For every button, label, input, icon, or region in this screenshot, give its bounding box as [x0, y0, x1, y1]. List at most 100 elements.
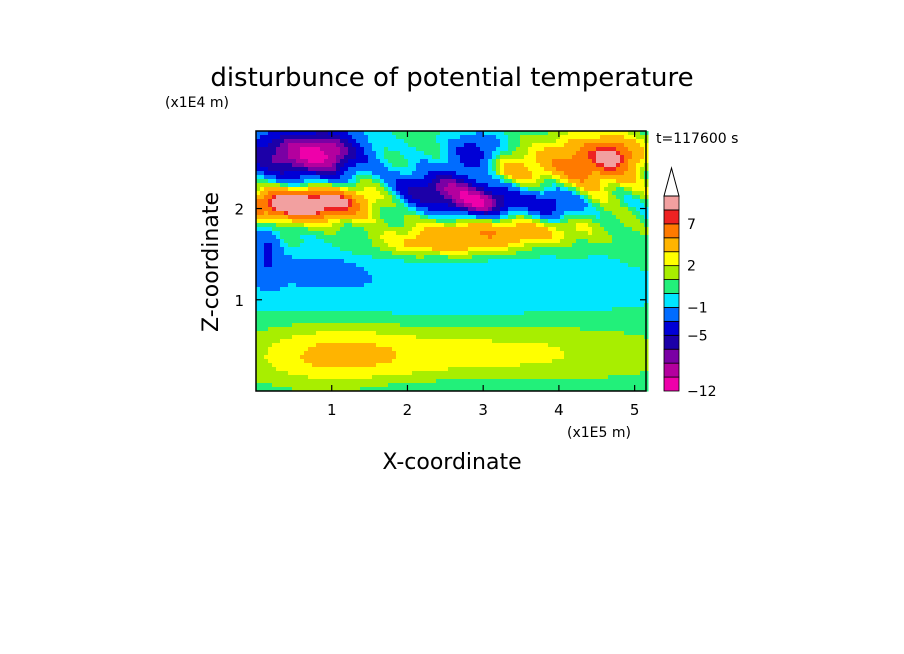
field-cell [536, 131, 541, 136]
field-cell [300, 327, 305, 332]
field-cell [620, 203, 625, 208]
field-cell [516, 183, 521, 188]
field-cell [348, 179, 353, 184]
field-cell [528, 151, 533, 156]
field-cell [600, 259, 605, 264]
field-cell [436, 147, 441, 152]
field-cell [356, 239, 361, 244]
field-cell [312, 247, 317, 252]
field-cell [452, 179, 457, 184]
field-cell [564, 151, 569, 156]
field-cell [368, 203, 373, 208]
field-cell [404, 323, 409, 328]
field-cell [548, 187, 553, 192]
field-cell [316, 183, 321, 188]
field-cell [400, 151, 405, 156]
field-cell [280, 299, 285, 304]
field-cell [508, 171, 513, 176]
field-cell [256, 239, 261, 244]
field-cell [396, 291, 401, 296]
field-cell [560, 155, 565, 160]
field-cell [484, 231, 489, 236]
field-cell [488, 327, 493, 332]
field-cell [416, 283, 421, 288]
field-cell [536, 231, 541, 236]
field-cell [416, 275, 421, 280]
field-cell [608, 331, 613, 336]
field-cell [344, 155, 349, 160]
field-cell [276, 247, 281, 252]
field-cell [448, 251, 453, 256]
field-cell [500, 315, 505, 320]
field-cell [604, 195, 609, 200]
field-cell [480, 295, 485, 300]
field-cell [308, 211, 313, 216]
field-cell [596, 243, 601, 248]
field-cell [364, 259, 369, 264]
field-cell [588, 291, 593, 296]
field-cell [600, 267, 605, 272]
field-cell [572, 267, 577, 272]
field-cell [392, 147, 397, 152]
field-cell [256, 167, 261, 172]
field-cell [376, 331, 381, 336]
field-cell [540, 155, 545, 160]
field-cell [364, 251, 369, 256]
field-cell [268, 155, 273, 160]
field-cell [612, 239, 617, 244]
field-cell [380, 267, 385, 272]
field-cell [392, 215, 397, 220]
field-cell [532, 219, 537, 224]
field-cell [408, 227, 413, 232]
field-cell [300, 311, 305, 316]
field-cell [280, 239, 285, 244]
field-cell [320, 283, 325, 288]
field-cell [268, 303, 273, 308]
field-cell [588, 215, 593, 220]
field-cell [596, 267, 601, 272]
field-cell [268, 135, 273, 140]
field-cell [544, 323, 549, 328]
field-cell [280, 271, 285, 276]
field-cell [396, 211, 401, 216]
field-cell [292, 315, 297, 320]
field-cell [396, 163, 401, 168]
field-cell [632, 243, 637, 248]
field-cell [344, 191, 349, 196]
field-cell [264, 171, 269, 176]
field-cell [372, 275, 377, 280]
field-cell [488, 175, 493, 180]
field-cell [528, 267, 533, 272]
field-cell [384, 227, 389, 232]
field-cell [424, 279, 429, 284]
field-cell [576, 243, 581, 248]
field-cell [580, 239, 585, 244]
field-cell [580, 195, 585, 200]
field-cell [636, 227, 641, 232]
field-cell [348, 263, 353, 268]
field-cell [296, 307, 301, 312]
field-cell [576, 175, 581, 180]
field-cell [536, 215, 541, 220]
field-cell [568, 251, 573, 256]
field-cell [436, 167, 441, 172]
field-cell [328, 311, 333, 316]
field-cell [424, 295, 429, 300]
field-cell [388, 255, 393, 260]
field-cell [332, 219, 337, 224]
field-cell [440, 139, 445, 144]
field-cell [548, 247, 553, 252]
field-cell [584, 251, 589, 256]
field-cell [292, 263, 297, 268]
field-cell [560, 219, 565, 224]
field-cell [308, 199, 313, 204]
field-cell [368, 151, 373, 156]
field-cell [400, 167, 405, 172]
field-cell [596, 159, 601, 164]
field-cell [568, 195, 573, 200]
field-cell [552, 271, 557, 276]
field-cell [292, 203, 297, 208]
field-cell [468, 135, 473, 140]
field-cell [636, 243, 641, 248]
field-cell [568, 283, 573, 288]
